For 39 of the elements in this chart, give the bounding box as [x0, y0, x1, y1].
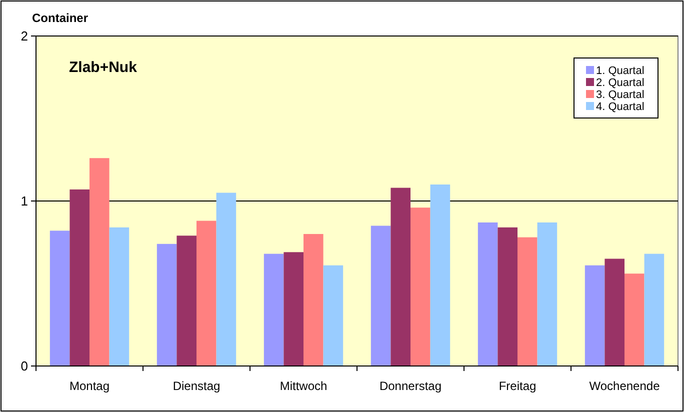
x-tick-label: Montag — [69, 379, 110, 393]
bar — [156, 244, 177, 366]
bar — [264, 254, 284, 366]
bar — [90, 158, 110, 366]
bar — [584, 265, 605, 366]
legend-label: 3. Quartal — [596, 89, 644, 101]
bar — [50, 230, 70, 366]
legend-label: 4. Quartal — [596, 101, 644, 113]
x-tick-label: Freitag — [498, 379, 536, 393]
x-tick-label: Wochenende — [589, 379, 660, 393]
bar — [498, 227, 518, 366]
bar — [624, 274, 644, 366]
bar — [410, 208, 430, 366]
bar — [304, 234, 324, 366]
y-tick-label: 2 — [20, 28, 28, 44]
bar — [196, 220, 216, 366]
bar — [537, 222, 558, 366]
bar — [644, 254, 664, 366]
legend-label: 1. Quartal — [596, 65, 644, 77]
bar — [323, 265, 344, 366]
y-tick-label: 0 — [20, 358, 28, 374]
bar — [478, 222, 498, 366]
bar — [604, 258, 624, 366]
bar — [518, 237, 538, 366]
y-axis-title: Container — [32, 11, 88, 25]
bar — [430, 184, 450, 366]
text: Zlab+Nuk — [69, 59, 138, 76]
y-tick-label: 1 — [20, 194, 28, 209]
bar — [284, 252, 304, 366]
x-tick-label: Donnerstag — [379, 379, 442, 393]
legend-label: 2. Quartal — [596, 77, 644, 89]
bar — [70, 189, 90, 366]
bar — [216, 192, 236, 366]
x-tick-label: Dienstag — [172, 379, 220, 393]
bar — [176, 236, 196, 366]
bar — [109, 227, 130, 366]
x-tick-label: Mittwoch — [280, 379, 328, 393]
bar — [370, 226, 391, 366]
bar — [390, 188, 410, 366]
